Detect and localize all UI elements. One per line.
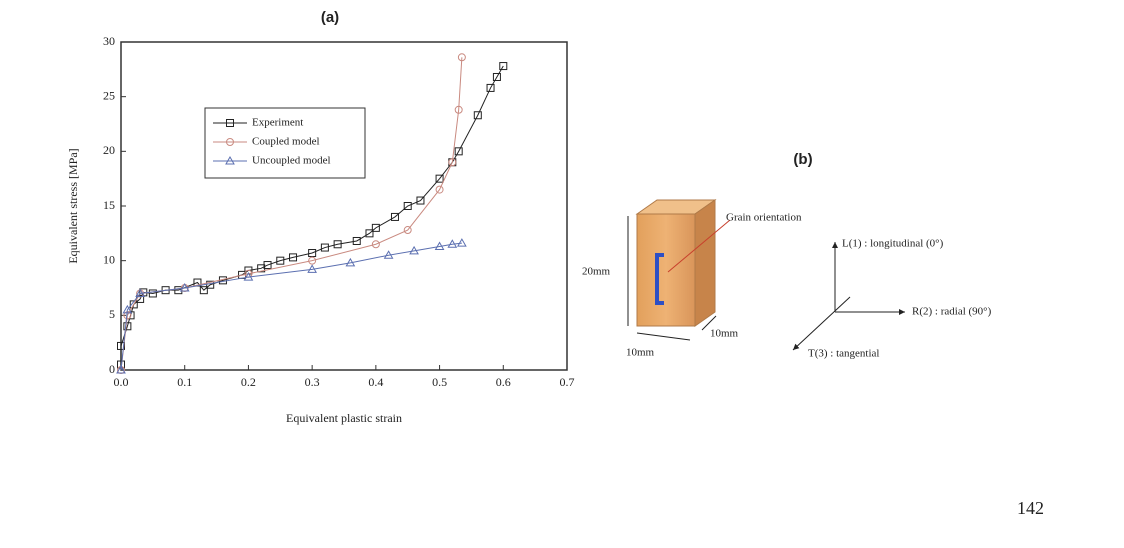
data-point bbox=[308, 256, 317, 265]
x-tick-label: 0.0 bbox=[114, 375, 129, 389]
block-side bbox=[694, 199, 716, 327]
width-dim bbox=[636, 332, 691, 341]
axis-t bbox=[792, 296, 851, 351]
y-tick-label: 10 bbox=[103, 252, 115, 266]
depth-label: 10mm bbox=[710, 328, 739, 340]
y-tick-label: 15 bbox=[103, 198, 115, 212]
x-tick-label: 0.4 bbox=[368, 375, 383, 389]
chart-title: (a) bbox=[321, 9, 339, 26]
data-point bbox=[371, 240, 380, 249]
data-point bbox=[409, 245, 419, 255]
legend-marker bbox=[226, 138, 234, 146]
data-point bbox=[199, 286, 208, 295]
data-point bbox=[492, 72, 501, 81]
data-point bbox=[307, 264, 318, 273]
legend-label: Coupled model bbox=[252, 136, 320, 148]
data-point bbox=[448, 158, 457, 167]
data-point bbox=[434, 241, 445, 250]
data-point bbox=[320, 243, 329, 252]
axis-t-label: T(3) : tangential bbox=[808, 348, 879, 360]
data-point bbox=[457, 238, 467, 247]
data-point bbox=[371, 223, 380, 232]
data-point bbox=[383, 250, 394, 259]
data-point bbox=[116, 364, 126, 374]
height-label: 20mm bbox=[582, 266, 611, 278]
data-point bbox=[123, 322, 132, 331]
x-tick-label: 0.5 bbox=[432, 375, 447, 389]
legend-marker bbox=[225, 155, 235, 165]
data-point bbox=[390, 212, 399, 221]
data-point bbox=[345, 257, 356, 267]
data-point bbox=[435, 174, 444, 183]
data-point bbox=[135, 288, 145, 297]
data-point bbox=[435, 185, 444, 194]
grain-arrow bbox=[655, 253, 664, 305]
depth-dim bbox=[701, 315, 717, 331]
y-tick-label: 5 bbox=[109, 307, 115, 321]
y-tick-label: 20 bbox=[103, 143, 115, 157]
y-axis-label: Equivalent stress [MPa] bbox=[66, 148, 80, 263]
block-front bbox=[636, 213, 696, 327]
data-point bbox=[403, 202, 412, 210]
x-tick-label: 0.7 bbox=[560, 375, 575, 389]
data-point bbox=[333, 240, 342, 249]
grain-label: Grain orientation bbox=[726, 212, 802, 224]
axis-l-label: L(1) : longitudinal (0°) bbox=[842, 238, 944, 250]
y-tick-label: 0 bbox=[109, 362, 115, 376]
page-number: 142 bbox=[1017, 498, 1044, 518]
y-tick-label: 30 bbox=[103, 34, 115, 48]
axis-r-label: R(2) : radial (90°) bbox=[912, 306, 992, 318]
x-tick-label: 0.1 bbox=[177, 375, 192, 389]
grain-pointer bbox=[667, 219, 731, 273]
x-axis-label: Equivalent plastic strain bbox=[286, 411, 402, 425]
x-tick-label: 0.3 bbox=[305, 375, 320, 389]
data-point bbox=[454, 105, 463, 114]
figure-b-title: (b) bbox=[793, 151, 812, 168]
series-line bbox=[120, 57, 463, 371]
data-point bbox=[276, 256, 285, 265]
series-line bbox=[120, 242, 462, 371]
legend-marker bbox=[226, 119, 234, 127]
figure-b: (b) Grain orientation 20mm 10mm 10mm L(1… bbox=[582, 151, 992, 360]
data-point bbox=[403, 226, 412, 235]
x-tick-label: 0.2 bbox=[241, 375, 256, 389]
data-point bbox=[499, 62, 508, 71]
data-point bbox=[148, 289, 157, 298]
data-point bbox=[416, 196, 425, 205]
legend-label: Experiment bbox=[252, 117, 303, 129]
data-point bbox=[243, 272, 254, 281]
data-point bbox=[473, 111, 482, 120]
data-point bbox=[179, 282, 190, 292]
y-tick-label: 25 bbox=[103, 88, 115, 102]
width-label: 10mm bbox=[626, 347, 655, 359]
data-point bbox=[447, 239, 458, 248]
x-tick-label: 0.6 bbox=[496, 375, 511, 389]
data-point bbox=[117, 341, 125, 350]
data-point bbox=[352, 236, 361, 245]
data-point bbox=[365, 229, 374, 238]
data-point bbox=[122, 304, 133, 314]
data-point bbox=[454, 147, 463, 156]
plot-frame bbox=[120, 41, 568, 371]
data-point bbox=[308, 249, 317, 258]
data-point bbox=[457, 53, 466, 62]
data-point bbox=[486, 83, 495, 92]
data-point bbox=[263, 261, 272, 270]
legend-label: Uncoupled model bbox=[252, 155, 331, 167]
data-point bbox=[289, 253, 298, 262]
